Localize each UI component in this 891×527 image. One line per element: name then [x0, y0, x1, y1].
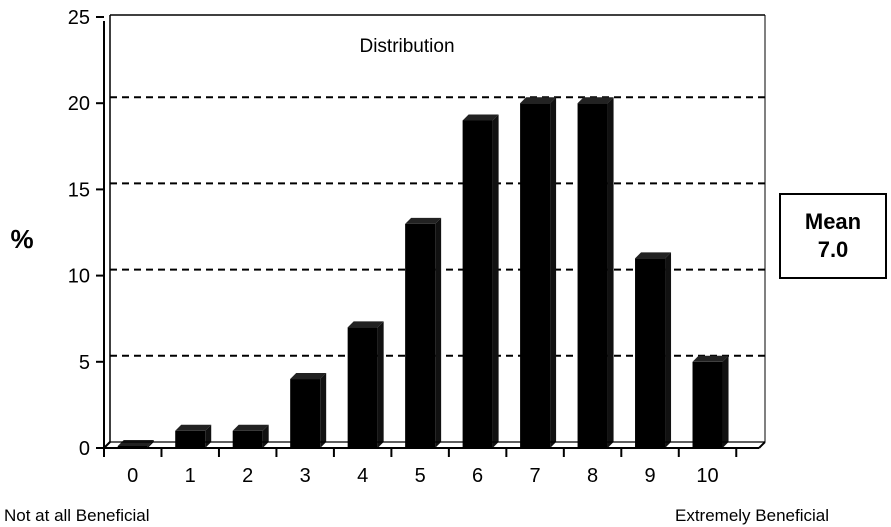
bar-top	[405, 217, 442, 224]
bar-side	[492, 114, 499, 448]
bar-front	[175, 430, 206, 448]
axes	[96, 15, 766, 457]
y-tick-labels: 0 5 10 15 20 25	[68, 7, 90, 460]
bar-top	[635, 252, 672, 259]
bar-front	[520, 103, 551, 448]
x-tick-label: 6	[472, 465, 483, 487]
bar-front	[635, 258, 666, 448]
y-tick-label: 10	[68, 266, 90, 288]
chart-title: Distribution	[359, 36, 454, 57]
bar	[290, 373, 327, 448]
bar-top	[175, 424, 212, 431]
bar	[692, 355, 729, 448]
x-right-end-label: Extremely Beneficial	[675, 506, 829, 525]
bar-front	[347, 327, 378, 448]
bar-front	[692, 361, 723, 448]
bar-top	[117, 440, 154, 446]
bar-top	[520, 97, 557, 104]
y-tick-label: 0	[79, 438, 90, 460]
bar	[520, 97, 557, 448]
bar	[117, 440, 154, 448]
y-tick-label: 15	[68, 179, 90, 201]
x-tick-label: 5	[415, 465, 426, 487]
bar-side	[550, 97, 557, 448]
bars	[117, 97, 729, 448]
bar-front	[462, 120, 493, 448]
bar-front	[232, 430, 263, 448]
x-tick-label: 8	[587, 465, 598, 487]
mean-box: Mean 7.0	[779, 193, 887, 279]
bar-top	[290, 373, 327, 380]
bar-top	[232, 424, 269, 431]
x-tick-label: 10	[696, 465, 718, 487]
bar-side	[435, 217, 442, 448]
floor-corner	[103, 441, 111, 449]
x-tick-label: 9	[644, 465, 655, 487]
bar-front	[405, 223, 436, 448]
y-tick-label: 25	[68, 7, 90, 29]
bar-side	[665, 252, 672, 448]
x-tick-labels: 0 1 2 3 4 5 6 7 8 9 10	[127, 465, 718, 487]
x-tick-label: 3	[300, 465, 311, 487]
bar	[175, 424, 212, 448]
bar-top	[692, 355, 729, 362]
x-tick-label: 7	[530, 465, 541, 487]
x-tick-label: 0	[127, 465, 138, 487]
bar-side	[722, 355, 729, 448]
bar	[347, 321, 384, 448]
x-tick-label: 4	[357, 465, 368, 487]
bar	[232, 424, 269, 448]
y-axis-label: %	[10, 224, 33, 254]
bar	[577, 97, 614, 448]
bar-side	[320, 373, 327, 448]
bar-front	[577, 103, 608, 448]
bar-top	[347, 321, 384, 328]
mean-label: Mean	[804, 209, 862, 234]
floor-edge	[758, 441, 766, 449]
y-tick-label: 20	[68, 93, 90, 115]
x-left-end-label: Not at all Beneficial	[4, 506, 150, 525]
bar-top	[462, 114, 499, 121]
bar-top	[577, 97, 614, 104]
bar	[405, 217, 442, 448]
bar-front	[290, 379, 321, 448]
x-tick-label: 2	[242, 465, 253, 487]
bar	[635, 252, 672, 448]
y-tick-label: 5	[79, 352, 90, 374]
mean-value: 7.0	[817, 237, 849, 262]
bar-side	[607, 97, 614, 448]
bar-side	[377, 321, 384, 448]
x-tick-label: 1	[185, 465, 196, 487]
bar	[462, 114, 499, 448]
